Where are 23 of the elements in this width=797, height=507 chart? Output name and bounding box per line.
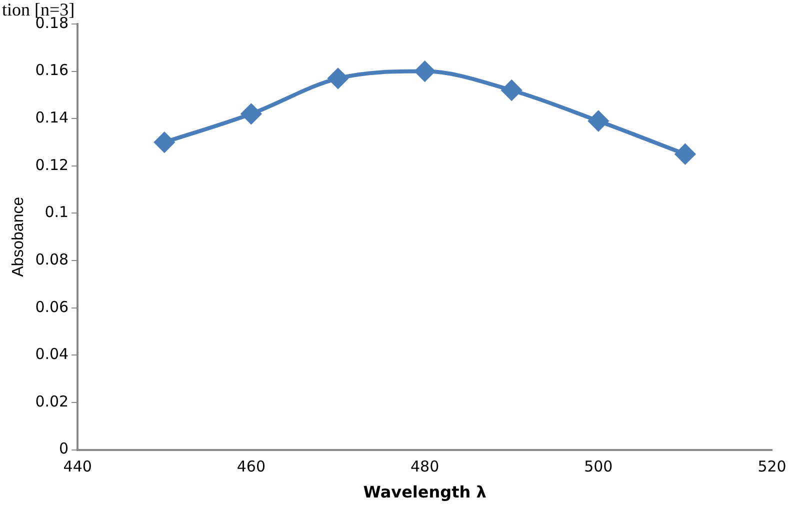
x-axis-title: Wavelength λ: [363, 482, 486, 502]
x-tick-label: 460: [236, 458, 266, 476]
point: [675, 144, 696, 164]
y-tick-label: 0.04: [35, 345, 69, 364]
point: [502, 80, 522, 100]
y-axis-title: Absobance: [10, 196, 28, 277]
y-tick-label: 0.14: [35, 108, 69, 127]
x-tick-label: 520: [758, 458, 786, 476]
y-tick-label: 0: [59, 440, 69, 458]
y-tick-label: 0.08: [35, 250, 69, 268]
x-tick-label: 480: [410, 458, 440, 476]
point: [241, 104, 262, 124]
point: [328, 68, 348, 88]
point: [154, 132, 174, 152]
y-tick-label: 0.06: [35, 298, 69, 316]
x-tick-label: 440: [63, 458, 92, 476]
x-tick-label: 500: [584, 458, 613, 476]
point: [588, 110, 608, 131]
y-tick-label: 0.02: [35, 392, 69, 410]
point: [414, 61, 435, 82]
y-tick-label: 0.16: [35, 61, 69, 80]
y-tick-label: 0.1: [44, 203, 69, 222]
y-tick-label: 0.12: [35, 156, 69, 174]
